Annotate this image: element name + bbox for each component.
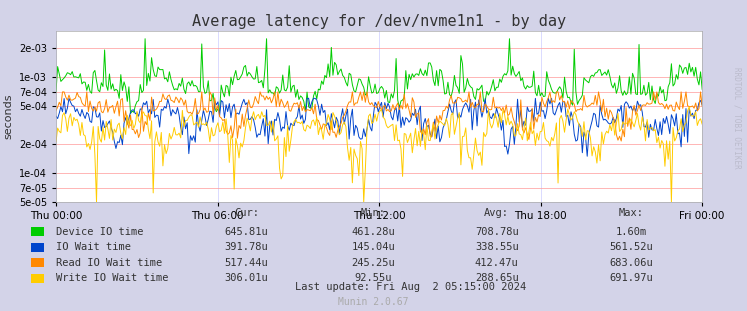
Text: Min:: Min:	[361, 208, 386, 218]
Text: 288.65u: 288.65u	[475, 273, 518, 283]
Text: Last update: Fri Aug  2 05:15:00 2024: Last update: Fri Aug 2 05:15:00 2024	[295, 282, 527, 292]
Text: 412.47u: 412.47u	[475, 258, 518, 268]
Text: 391.78u: 391.78u	[225, 242, 268, 252]
Text: Munin 2.0.67: Munin 2.0.67	[338, 297, 409, 307]
Text: 691.97u: 691.97u	[610, 273, 653, 283]
Text: RRDTOOL / TOBI OETIKER: RRDTOOL / TOBI OETIKER	[733, 67, 742, 169]
Text: 645.81u: 645.81u	[225, 227, 268, 237]
Text: 92.55u: 92.55u	[355, 273, 392, 283]
Text: 683.06u: 683.06u	[610, 258, 653, 268]
Text: 338.55u: 338.55u	[475, 242, 518, 252]
Text: 561.52u: 561.52u	[610, 242, 653, 252]
Text: Read IO Wait time: Read IO Wait time	[56, 258, 162, 268]
Text: 517.44u: 517.44u	[225, 258, 268, 268]
Text: 245.25u: 245.25u	[352, 258, 395, 268]
Text: Avg:: Avg:	[484, 208, 509, 218]
Y-axis label: seconds: seconds	[3, 94, 13, 139]
Text: 306.01u: 306.01u	[225, 273, 268, 283]
Text: 1.60m: 1.60m	[616, 227, 647, 237]
Text: Cur:: Cur:	[234, 208, 259, 218]
Text: 461.28u: 461.28u	[352, 227, 395, 237]
Text: Write IO Wait time: Write IO Wait time	[56, 273, 169, 283]
Text: 708.78u: 708.78u	[475, 227, 518, 237]
Text: Max:: Max:	[619, 208, 644, 218]
Text: Device IO time: Device IO time	[56, 227, 143, 237]
Text: IO Wait time: IO Wait time	[56, 242, 131, 252]
Text: 145.04u: 145.04u	[352, 242, 395, 252]
Title: Average latency for /dev/nvme1n1 - by day: Average latency for /dev/nvme1n1 - by da…	[192, 14, 566, 29]
